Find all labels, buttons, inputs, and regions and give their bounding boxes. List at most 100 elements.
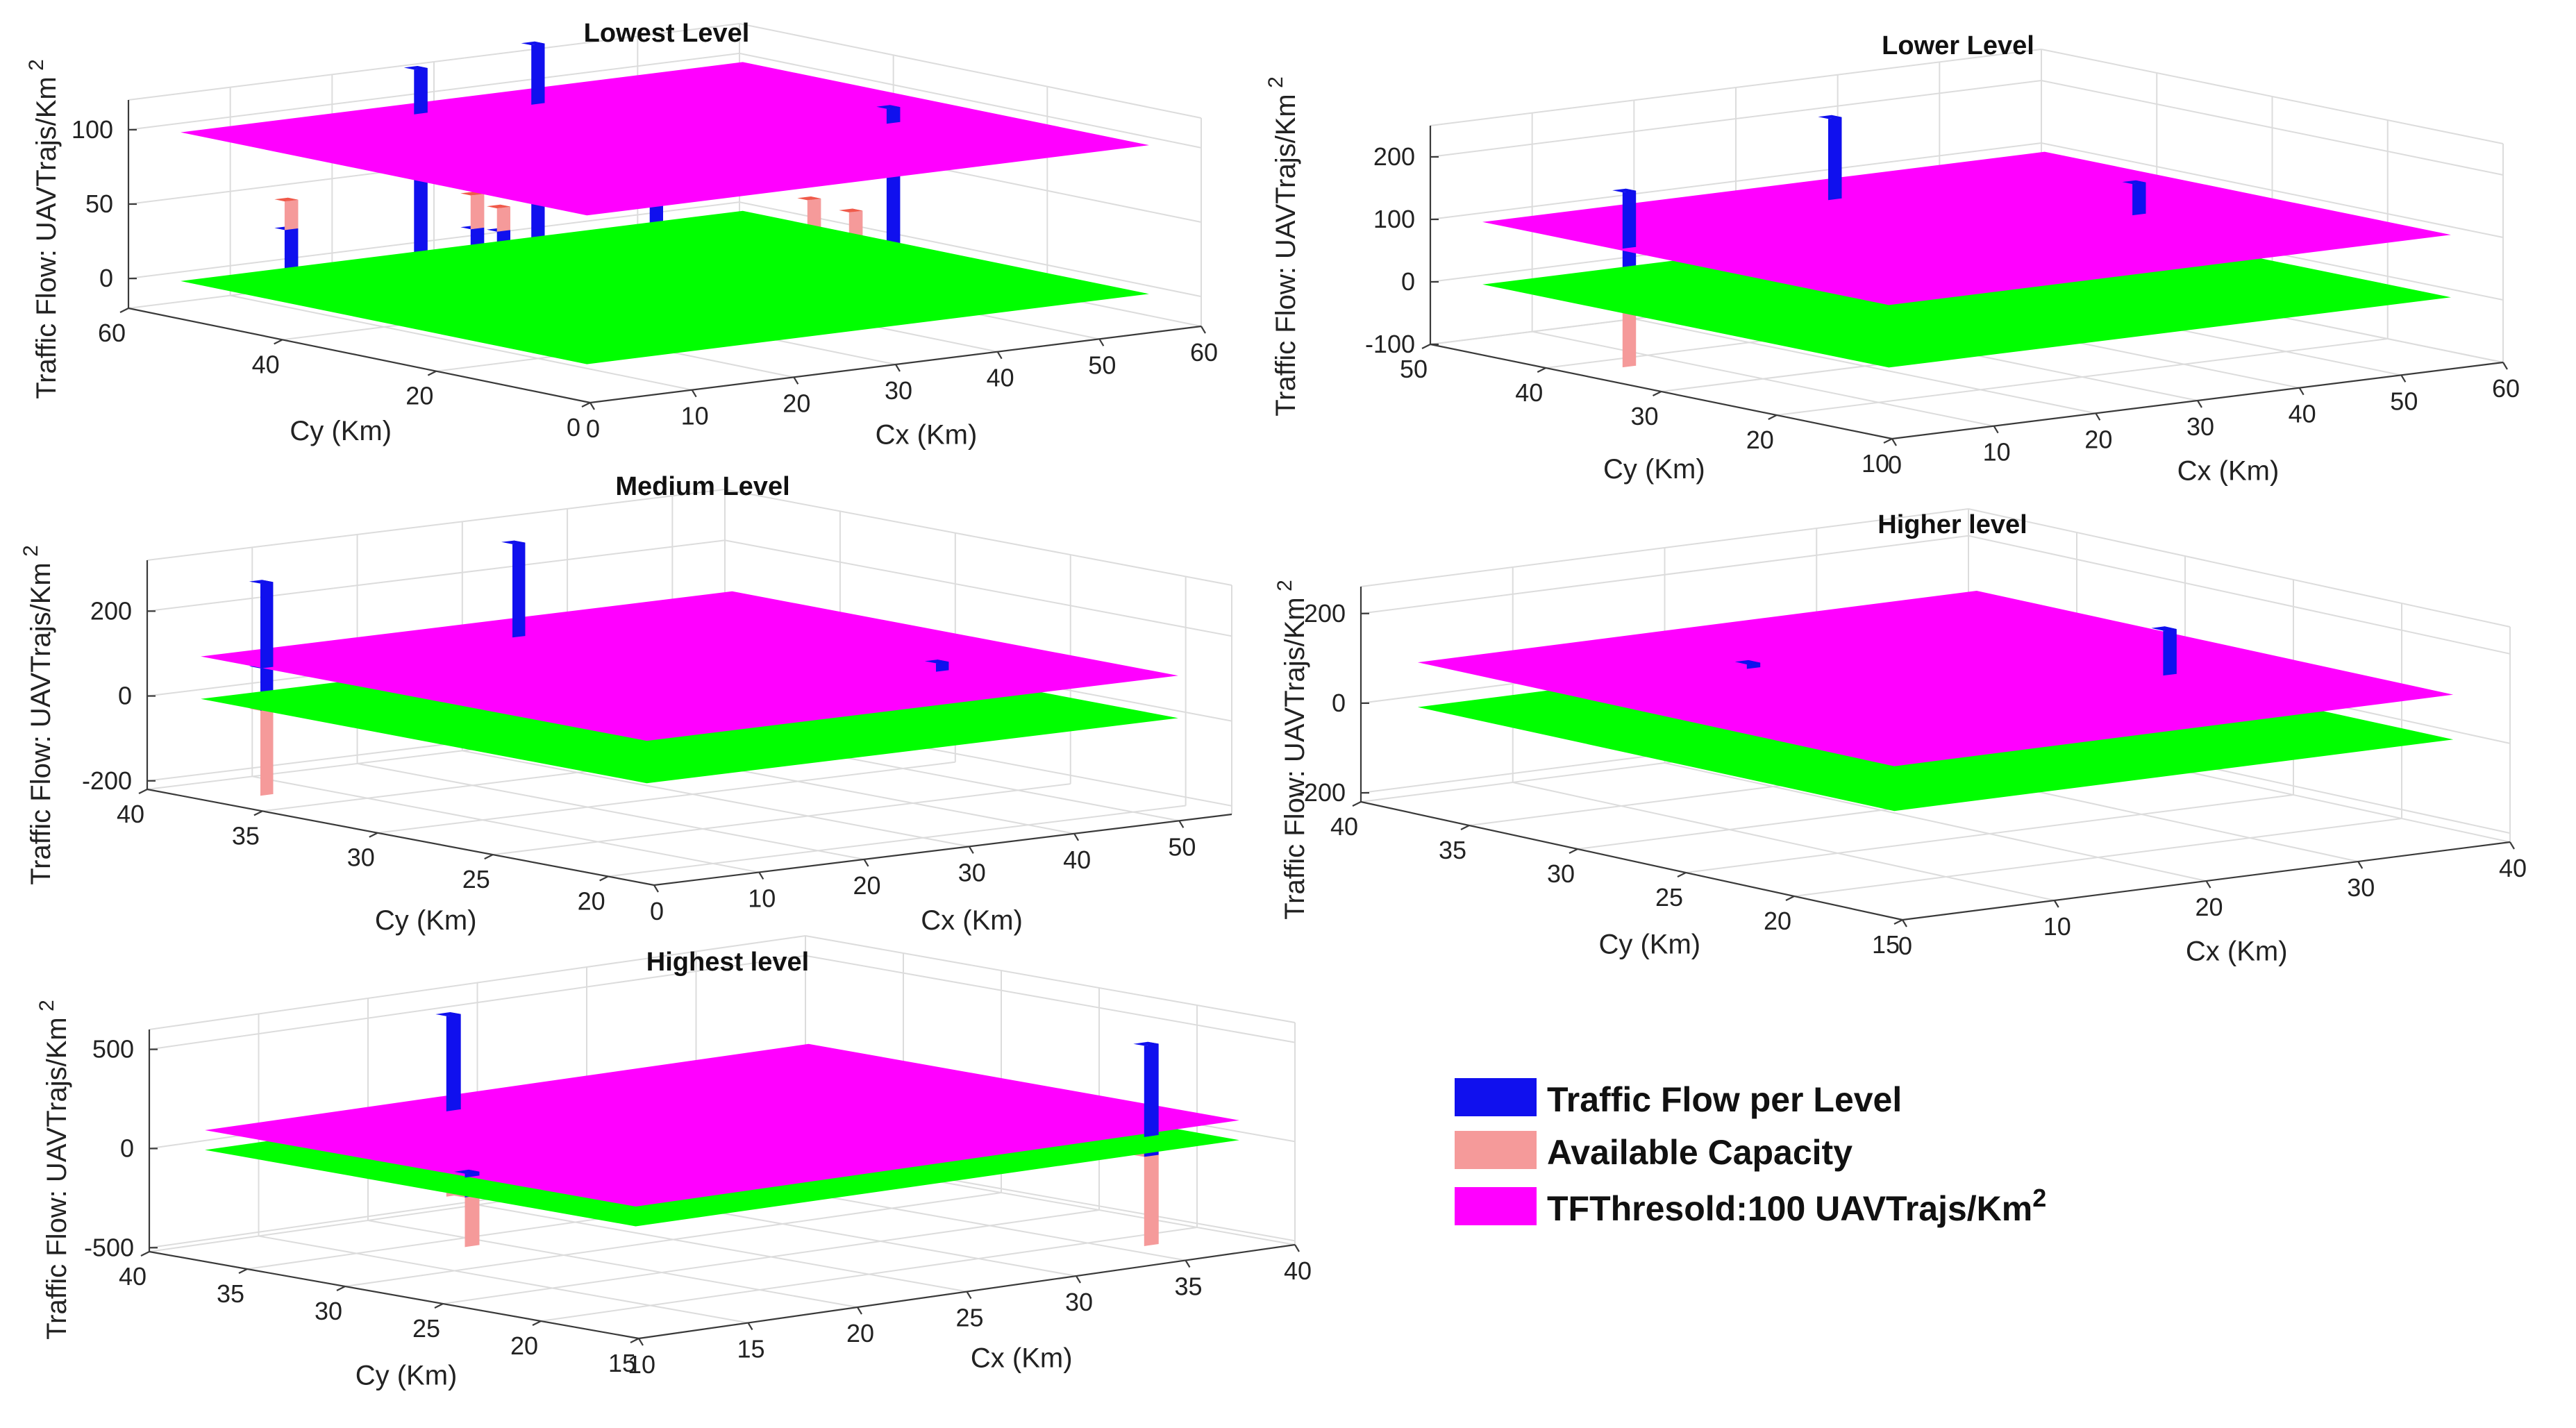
x-tick-label: 30	[958, 858, 986, 887]
legend-label-traffic: Traffic Flow per Level	[1547, 1080, 1902, 1119]
y-tick-label: 35	[232, 821, 260, 850]
y-axis-label: Cy (Km)	[1598, 930, 1700, 960]
y-tick-label: 20	[1764, 907, 1791, 935]
x-tick-label: 30	[2186, 412, 2214, 441]
x-tick-label: 10	[1983, 438, 2011, 467]
y-tick-label: 40	[1515, 378, 1543, 407]
x-tick-label: 30	[2347, 873, 2375, 902]
traffic-bar-top	[501, 540, 526, 638]
y-axis-label: Cy (Km)	[290, 416, 392, 446]
x-tick-label: 0	[1898, 932, 1912, 960]
x-tick-label: 60	[1190, 338, 1218, 367]
x-tick-label: 15	[737, 1335, 764, 1363]
traffic-bar-top	[2122, 180, 2146, 216]
z-tick-label: -200	[82, 766, 132, 795]
traffic-bar-top	[876, 105, 901, 124]
threshold-plane	[1482, 151, 2451, 305]
y-axis	[147, 788, 655, 887]
x-tick-label: 10	[748, 884, 776, 912]
x-tick-label: 60	[2492, 374, 2520, 403]
x-tick-label: 40	[987, 364, 1014, 392]
x-tick-label: 30	[1065, 1288, 1093, 1316]
bar-series-upper	[1612, 115, 2146, 249]
axes: 0 10 20 30 40 50 60 0 20 40 60 0 50 100	[72, 100, 1218, 443]
y-tick-label: 40	[119, 1262, 147, 1291]
x-tick-label: 10	[2043, 912, 2071, 941]
capacity-bar	[454, 1193, 480, 1248]
threshold-plane	[205, 1043, 1239, 1207]
capacity-bar	[487, 204, 510, 232]
y-tick-label: 20	[1746, 426, 1774, 454]
x-axis-label: Cx (Km)	[2177, 456, 2280, 487]
traffic-bar-top	[1612, 188, 1637, 249]
x-axis-label: Cx (Km)	[971, 1343, 1073, 1373]
y-tick-label: 60	[98, 319, 126, 347]
x-tick-label: 10	[681, 402, 709, 430]
chart-title: Highest level	[646, 948, 809, 977]
y-tick-label: 35	[1439, 836, 1466, 864]
y-tick-label: 20	[578, 887, 605, 915]
legend-swatch-threshold	[1455, 1187, 1537, 1225]
x-tick-label: 20	[2084, 425, 2112, 453]
y-tick-label: 20	[405, 382, 433, 410]
chart-title: Lowest Level	[584, 19, 750, 48]
threshold-plane	[1417, 591, 2454, 766]
z-axis-label: Traffic Flow: UAVTrajs/Km 2	[35, 1000, 72, 1340]
x-tick-label: 20	[783, 389, 810, 417]
z-tick-label: 200	[90, 596, 132, 625]
chart-title: Higher level	[1877, 510, 2027, 539]
z-tick-label: 50	[85, 190, 113, 218]
z-tick-label: 500	[92, 1035, 134, 1064]
z-axis-label: Traffic Flow: UAVTrajs/Km 2	[19, 545, 56, 885]
capacity-bar	[1133, 1152, 1159, 1246]
x-tick-label: 30	[885, 376, 912, 405]
traffic-bar-top	[1133, 1041, 1159, 1137]
y-tick-label: 50	[1400, 355, 1428, 383]
traffic-bar-top	[2151, 626, 2177, 676]
traffic-bar-top	[249, 580, 274, 669]
y-tick-label: 35	[217, 1279, 244, 1308]
y-tick-label: 40	[1330, 812, 1358, 841]
axes: 0 10 20 30 40 15 20 25 30 35 40 -200 0 200	[1296, 587, 2527, 960]
z-axis-label: Traffic Flow: UAVTrajs/Km 2	[1264, 76, 1301, 417]
ground-plane	[181, 210, 1149, 364]
y-tick-label: 30	[1547, 859, 1575, 888]
y-tick-label: 25	[462, 865, 490, 893]
y-tick-label: 20	[510, 1332, 538, 1360]
z-axis-label: Traffic Flow: UAVTrajs/Km 2	[1273, 580, 1310, 920]
legend-swatch-traffic	[1455, 1078, 1537, 1116]
z-tick-label: 0	[118, 682, 132, 710]
x-tick-label: 10	[628, 1350, 655, 1379]
legend-label-threshold-text: TFThresold:100 UAVTrajs/Km	[1547, 1189, 2032, 1228]
z-tick-label: -200	[1296, 778, 1346, 807]
y-tick-label: 25	[412, 1314, 440, 1343]
y-tick-label: 0	[567, 413, 580, 442]
x-tick-label: 20	[853, 871, 881, 900]
y-tick-label: 30	[315, 1297, 342, 1325]
y-tick-label: 15	[608, 1349, 636, 1377]
x-tick-label: 40	[2289, 400, 2316, 428]
traffic-bar-top	[1818, 115, 1842, 201]
x-tick-label: 50	[2390, 387, 2418, 415]
traffic-bar-top	[1734, 660, 1761, 669]
subplot-higher: 0 10 20 30 40 15 20 25 30 35 40 -200 0 200 Cx (Km) Cy (…	[1273, 508, 2527, 966]
z-tick-label: 0	[1401, 267, 1415, 296]
axes: 0 10 20 30 40 50 20 25 30 35 40 -200 0 200	[82, 560, 1232, 925]
legend-swatch-capacity	[1455, 1131, 1537, 1169]
y-tick-label: 10	[1862, 449, 1889, 478]
chart-title: Lower Level	[1882, 31, 2034, 60]
x-tick-label: 0	[1888, 451, 1902, 479]
bar-series-upper	[403, 41, 901, 124]
chart-title: Medium Level	[615, 472, 789, 501]
x-tick-label: 20	[2195, 893, 2223, 921]
traffic-bar-top	[403, 66, 428, 115]
legend: Traffic Flow per Level Available Capacit…	[1455, 1078, 2046, 1228]
z-tick-label: 0	[1332, 689, 1346, 717]
y-axis	[149, 1250, 639, 1340]
x-tick-label: 25	[955, 1304, 983, 1332]
y-axis	[128, 307, 591, 404]
